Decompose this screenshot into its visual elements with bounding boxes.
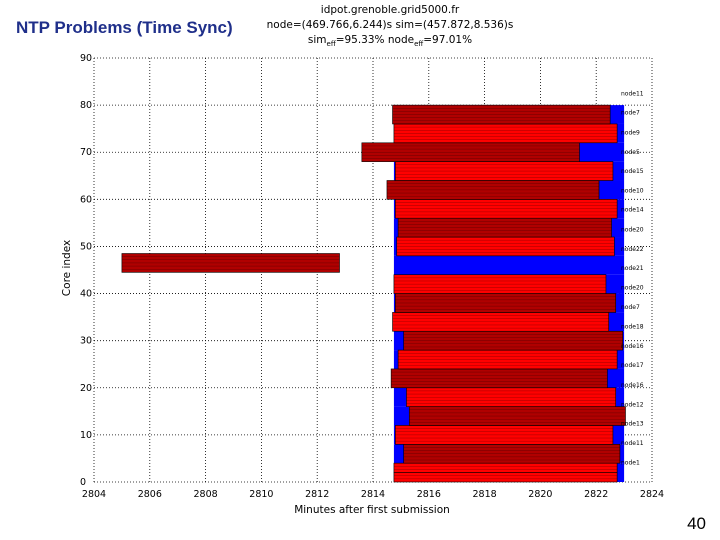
node-label: node10 <box>621 187 644 194</box>
chart-efficiency-line: simeff=95.33% nodeeff=97.01% <box>260 34 520 48</box>
y-tick-label: 90 <box>80 53 92 64</box>
x-tick-label: 2806 <box>138 489 162 500</box>
node-label: node20 <box>621 284 644 291</box>
slide-title: NTP Problems (Time Sync) <box>16 18 233 37</box>
node-span <box>393 255 625 275</box>
task-bar <box>386 180 600 200</box>
node-label: node7 <box>621 110 640 117</box>
y-axis-label: Core index <box>61 240 73 296</box>
task-bar-fill <box>393 462 618 473</box>
task-bar <box>395 293 617 313</box>
task-bar <box>408 406 626 426</box>
node-label: node5 <box>621 149 640 156</box>
y-tick-label: 50 <box>80 241 92 252</box>
y-tick-label: 80 <box>80 100 92 111</box>
task-bar <box>397 349 618 370</box>
y-tick-label: 30 <box>80 336 92 347</box>
node-value: =97.01% <box>423 34 473 46</box>
x-tick-label: 2818 <box>473 489 497 500</box>
node-label: node21 <box>621 265 644 272</box>
task-bar <box>395 161 614 181</box>
x-tick-label: 2810 <box>249 489 273 500</box>
task-bar-fill <box>393 472 618 483</box>
task-bar <box>397 217 612 238</box>
node-label: node20 <box>621 226 644 233</box>
node-label: node11 <box>621 440 644 447</box>
node-label: node15 <box>621 168 644 175</box>
task-bar <box>393 462 618 473</box>
node-label: node16 <box>621 382 644 389</box>
node-label: node1 <box>621 460 640 467</box>
node-label: node17 <box>621 362 644 369</box>
task-bar <box>406 387 617 407</box>
task-bar <box>396 236 615 257</box>
node-label: node12 <box>621 401 644 408</box>
page-number: 40 <box>687 514 706 533</box>
node-label: node22 <box>621 246 644 253</box>
y-tick-label: 10 <box>80 430 92 441</box>
x-tick-label: 2816 <box>417 489 441 500</box>
chart-host-label: idpot.grenoble.grid5000.fr <box>320 4 460 16</box>
x-tick-label: 2824 <box>640 489 664 500</box>
task-bar <box>390 368 608 389</box>
chart-stats-line: node=(469.766,6.244)s sim=(457.872,8.536… <box>266 19 514 31</box>
task-bar <box>395 199 618 219</box>
sim-value: =95.33% node <box>335 34 415 46</box>
task-bar <box>395 425 614 445</box>
x-tick-label: 2814 <box>361 489 385 500</box>
task-bar <box>403 444 621 464</box>
bar-layer <box>121 104 626 483</box>
task-bar <box>361 142 580 162</box>
sim-subscript: eff <box>326 40 336 49</box>
sim-prefix: sim <box>307 34 327 46</box>
node-label: node11 <box>621 90 644 97</box>
task-bar <box>393 274 607 294</box>
task-bar <box>392 312 610 332</box>
y-tick-label: 60 <box>80 194 92 205</box>
node-label: node18 <box>621 324 644 331</box>
x-tick-label: 2822 <box>584 489 608 500</box>
node-label: node16 <box>621 343 644 350</box>
x-tick-label: 2804 <box>82 489 106 500</box>
x-axis-label: Minutes after first submission <box>294 504 450 516</box>
y-tick-label: 70 <box>80 147 92 158</box>
x-tick-label: 2820 <box>528 489 552 500</box>
node-label: node7 <box>621 304 640 311</box>
y-tick-label: 0 <box>80 477 86 488</box>
x-tick-label: 2808 <box>194 489 218 500</box>
node-label: node14 <box>621 207 644 214</box>
node-label-layer: node11 node7 node9 node5 node15 node10 node14 n… <box>621 90 644 466</box>
y-tick-label: 20 <box>80 383 92 394</box>
task-bar <box>392 104 611 125</box>
node-subscript: eff <box>414 40 424 49</box>
task-bar <box>393 123 618 144</box>
axis-layer: 2804 2806 2808 2810 2812 2814 2816 2818 2820 2822… <box>80 53 664 500</box>
task-bar <box>403 330 624 351</box>
task-bar <box>121 253 340 273</box>
task-bar <box>393 472 618 483</box>
node-label: node9 <box>621 129 640 136</box>
y-tick-label: 40 <box>80 289 92 300</box>
x-tick-label: 2812 <box>305 489 329 500</box>
node-label: node13 <box>621 421 644 428</box>
